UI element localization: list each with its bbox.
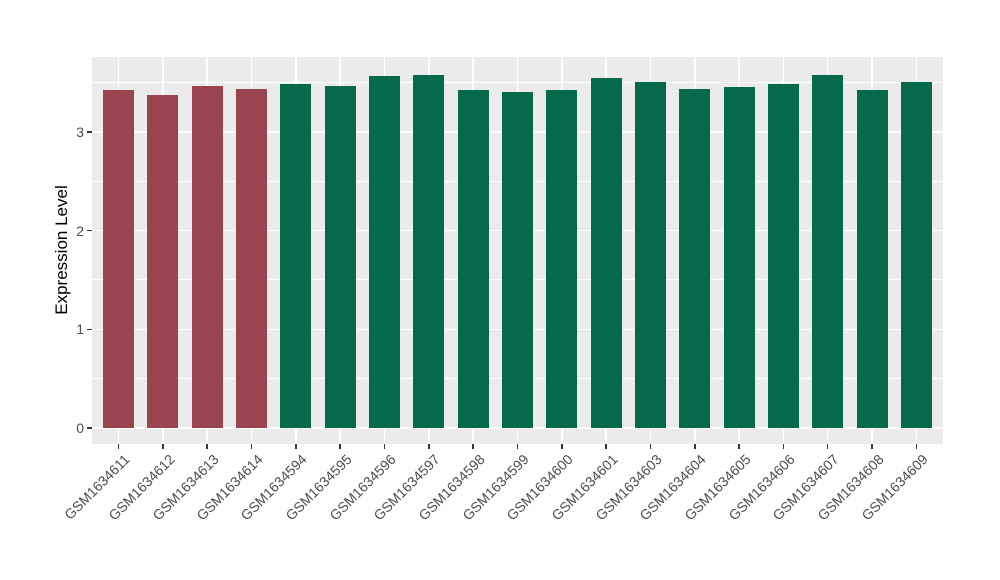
x-tick-mark — [162, 444, 164, 449]
x-tick-mark — [339, 444, 341, 449]
bar-GSM1634613 — [191, 86, 223, 428]
bar-GSM1634604 — [679, 89, 711, 428]
y-tick-label: 0 — [76, 420, 84, 436]
x-tick-mark — [295, 444, 297, 449]
x-tick-mark — [206, 444, 208, 449]
plot-panel — [92, 57, 943, 444]
bar-GSM1634600 — [546, 90, 578, 428]
y-tick-mark — [86, 427, 92, 429]
bar-GSM1634599 — [501, 92, 533, 428]
bar-GSM1634609 — [900, 81, 932, 428]
bar-GSM1634594 — [280, 83, 312, 428]
bar-GSM1634596 — [369, 75, 401, 428]
y-tick-label: 1 — [76, 321, 84, 338]
x-tick-mark — [782, 444, 785, 449]
x-tick-mark — [250, 444, 253, 449]
y-tick-mark — [86, 229, 92, 232]
bar-GSM1634601 — [590, 77, 622, 428]
bar-GSM1634607 — [812, 74, 844, 428]
bar-GSM1634598 — [457, 90, 489, 428]
x-tick-mark — [383, 444, 386, 449]
x-tick-mark — [605, 444, 607, 449]
y-tick-mark — [86, 131, 92, 133]
x-tick-mark — [428, 444, 430, 449]
bar-GSM1634595 — [324, 85, 356, 428]
y-tick-mark — [86, 328, 92, 331]
bar-GSM1634611 — [103, 90, 135, 428]
major-gridline — [92, 427, 943, 429]
bar-GSM1634597 — [413, 74, 445, 428]
minor-gridline — [92, 82, 943, 84]
x-tick-mark — [516, 444, 519, 449]
x-tick-mark — [561, 444, 563, 449]
x-tick-mark — [117, 444, 120, 449]
bar-GSM1634612 — [147, 95, 179, 428]
bar-GSM1634606 — [767, 83, 799, 428]
bar-GSM1634614 — [236, 89, 268, 428]
x-tick-mark — [738, 444, 740, 449]
bar-GSM1634603 — [634, 81, 666, 428]
x-tick-mark — [649, 444, 652, 449]
x-tick-mark — [826, 444, 829, 449]
bar-GSM1634608 — [856, 90, 888, 428]
x-tick-mark — [871, 444, 873, 449]
x-tick-mark — [472, 444, 474, 449]
y-axis-title: Expression Level — [52, 185, 71, 315]
bar-GSM1634605 — [723, 87, 755, 428]
y-tick-label: 2 — [76, 222, 84, 239]
x-tick-mark — [915, 444, 918, 449]
y-tick-label: 3 — [76, 123, 84, 140]
x-tick-mark — [694, 444, 696, 449]
